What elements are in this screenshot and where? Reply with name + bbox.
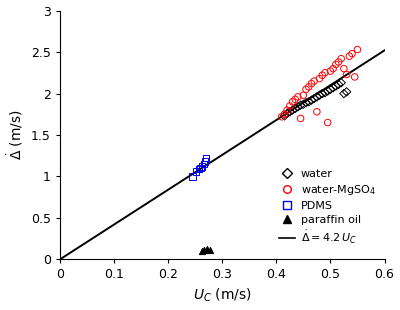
Point — [203, 156, 209, 161]
X-axis label: $U_C$ (m/s): $U_C$ (m/s) — [193, 287, 252, 304]
Point — [338, 80, 344, 85]
Point — [335, 82, 342, 87]
Point — [300, 93, 306, 98]
Point — [298, 116, 304, 121]
Point — [324, 89, 331, 94]
Point — [341, 66, 347, 71]
Point — [352, 74, 358, 79]
Point — [278, 114, 285, 119]
Y-axis label: $\dot{\Delta}$ (m/s): $\dot{\Delta}$ (m/s) — [6, 109, 25, 161]
Point — [316, 76, 323, 81]
Point — [196, 166, 202, 171]
Point — [193, 169, 199, 174]
Point — [197, 166, 204, 171]
Point — [289, 108, 296, 113]
Point — [344, 72, 350, 77]
Legend: water, water-MgSO$_4$, PDMS, paraffin oil, $\dot{\Delta} = 4.2\,U_C$: water, water-MgSO$_4$, PDMS, paraffin oi… — [275, 166, 379, 249]
Point — [292, 97, 298, 102]
Point — [341, 91, 347, 96]
Point — [202, 159, 208, 164]
Point — [308, 81, 315, 86]
Point — [314, 94, 320, 99]
Point — [199, 164, 205, 169]
Point — [316, 93, 323, 98]
Point — [295, 94, 301, 99]
Point — [346, 54, 352, 59]
Point — [287, 109, 293, 114]
Point — [324, 120, 331, 125]
Point — [322, 90, 328, 95]
Point — [284, 108, 290, 113]
Point — [300, 102, 306, 107]
Point — [204, 246, 210, 251]
Point — [292, 106, 298, 111]
Point — [303, 87, 309, 92]
Point — [330, 85, 336, 90]
Point — [281, 112, 288, 117]
Point — [306, 99, 312, 104]
Point — [306, 84, 312, 89]
Point — [349, 51, 355, 56]
Point — [311, 79, 317, 84]
Point — [308, 98, 315, 103]
Point — [295, 104, 301, 109]
Point — [319, 91, 326, 96]
Point — [344, 89, 350, 94]
Point — [298, 103, 304, 108]
Point — [200, 162, 207, 166]
Point — [335, 60, 342, 64]
Point — [311, 96, 317, 101]
Point — [189, 174, 196, 179]
Point — [319, 73, 326, 78]
Point — [314, 109, 320, 114]
Point — [281, 113, 288, 118]
Point — [284, 111, 290, 116]
Point — [201, 247, 208, 252]
Point — [303, 100, 309, 105]
Point — [287, 104, 293, 108]
Point — [289, 99, 296, 104]
Point — [333, 84, 339, 89]
Point — [327, 87, 334, 92]
Point — [206, 248, 213, 253]
Point — [327, 69, 334, 73]
Point — [322, 70, 328, 75]
Point — [338, 56, 344, 61]
Point — [330, 66, 336, 71]
Point — [198, 249, 205, 254]
Point — [333, 62, 339, 67]
Point — [354, 47, 361, 52]
